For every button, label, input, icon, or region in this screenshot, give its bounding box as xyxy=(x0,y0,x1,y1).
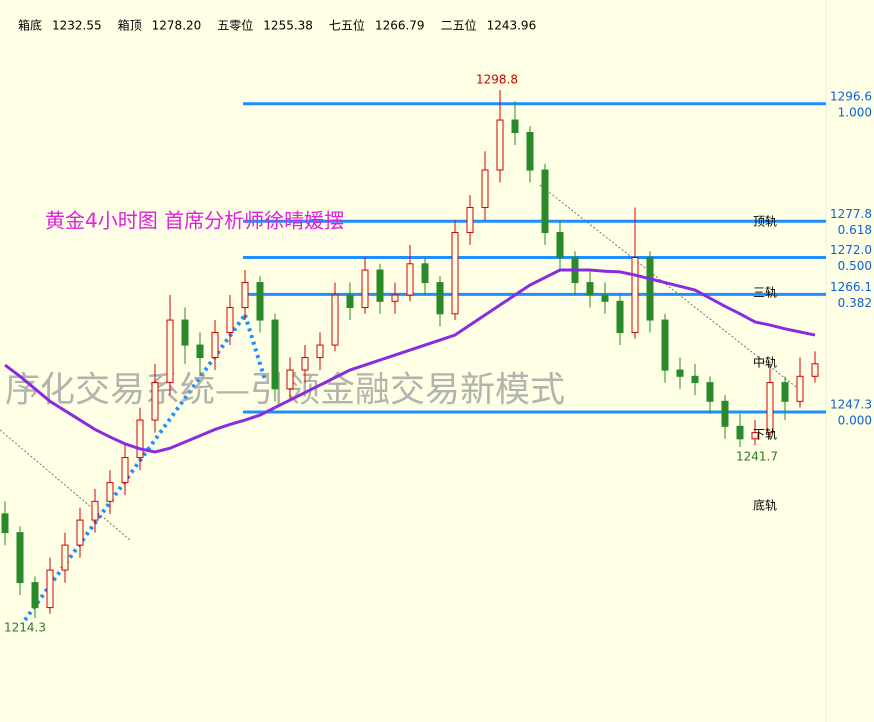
envelope-line xyxy=(0,429,131,541)
band-label: 顶轨 xyxy=(753,215,777,229)
price-annotation: 1298.8 xyxy=(476,73,518,87)
level-ratio: 1.000 xyxy=(838,105,872,119)
candle-body xyxy=(451,232,459,315)
level-price: 1296.6 xyxy=(830,89,872,103)
candle-body xyxy=(661,319,669,371)
band-label: 下轨 xyxy=(753,428,777,442)
candle-body xyxy=(406,263,414,296)
header-label: 二五位 xyxy=(441,18,477,33)
header-label: 七五位 xyxy=(329,18,365,33)
candle-body xyxy=(676,369,684,377)
candle-body xyxy=(811,363,819,377)
chart-title: 黄金4小时图 首席分析师徐晴媛摆 xyxy=(45,209,344,233)
level-ratio: 0.500 xyxy=(838,259,872,273)
candle-body xyxy=(226,307,234,334)
level-price: 1272.0 xyxy=(830,243,872,257)
candle-body xyxy=(541,169,549,234)
candle-body xyxy=(121,457,129,484)
level-price: 1247.3 xyxy=(830,397,872,411)
candle-body xyxy=(601,294,609,302)
header-value: 1278.20 xyxy=(152,19,202,33)
candle-body xyxy=(706,382,714,402)
band-label: 三轨 xyxy=(753,286,777,300)
candle-body xyxy=(1,513,9,534)
candle-body xyxy=(736,425,744,440)
candle-body xyxy=(181,319,189,346)
candle-body xyxy=(691,375,699,384)
candle-body xyxy=(61,544,69,571)
header-label: 五零位 xyxy=(217,18,253,33)
candle-body xyxy=(16,532,24,584)
candle-body xyxy=(256,282,264,321)
candle-body xyxy=(766,382,774,434)
candle-body xyxy=(46,569,54,609)
candle-body xyxy=(556,232,564,259)
candle-body xyxy=(796,375,804,402)
watermark: 序化交易系统—引领金融交易新模式 xyxy=(5,371,565,411)
price-annotation: 1241.7 xyxy=(736,449,778,463)
level-ratio: 0.618 xyxy=(838,223,872,237)
candle-body xyxy=(346,294,354,309)
candle-body xyxy=(646,257,654,321)
moving-average xyxy=(4,268,816,454)
candle-body xyxy=(301,357,309,371)
candle-body xyxy=(496,119,504,171)
candle-body xyxy=(106,482,114,502)
level-ratio: 0.382 xyxy=(838,296,872,310)
candle-body xyxy=(211,332,219,359)
candle-body xyxy=(286,369,294,390)
candle-body xyxy=(136,419,144,459)
candle-body xyxy=(436,282,444,315)
candle-body xyxy=(196,344,204,359)
candle-body xyxy=(421,263,429,284)
header-value: 1255.38 xyxy=(263,19,313,33)
candle-body xyxy=(751,432,759,440)
trend-line xyxy=(243,314,267,381)
candle-body xyxy=(76,519,84,546)
candle-body xyxy=(316,344,324,359)
candle-body xyxy=(91,500,99,521)
candle-body xyxy=(361,269,369,309)
candle-body xyxy=(616,300,624,334)
candle-body xyxy=(151,382,159,421)
band-label: 底轨 xyxy=(753,498,777,513)
candle-body xyxy=(631,257,639,334)
level-price: 1277.8 xyxy=(830,207,872,221)
candle-body xyxy=(466,207,474,234)
level-ratio: 0.000 xyxy=(838,413,872,427)
band-label: 中轨 xyxy=(753,355,777,370)
candle-body xyxy=(166,319,174,384)
header-label: 箱顶 xyxy=(118,18,142,33)
price-annotation: 1214.3 xyxy=(4,621,46,635)
candle-body xyxy=(586,282,594,296)
candle-body xyxy=(481,169,489,209)
header-value: 1243.96 xyxy=(487,19,537,33)
candle-body xyxy=(376,269,384,302)
candle-body xyxy=(781,382,789,402)
candle-body xyxy=(31,582,39,609)
candle-body xyxy=(271,319,279,390)
envelope-line xyxy=(539,184,801,391)
header-value: 1266.79 xyxy=(375,19,425,33)
candle-body xyxy=(526,132,534,171)
candle-body xyxy=(241,282,249,309)
header-label: 箱底 xyxy=(18,18,42,33)
candle-body xyxy=(391,294,399,302)
level-price: 1266.1 xyxy=(830,280,872,294)
candle-body xyxy=(511,119,519,134)
header-value: 1232.55 xyxy=(52,19,102,33)
candle-body xyxy=(331,294,339,346)
candle-body xyxy=(721,400,729,427)
